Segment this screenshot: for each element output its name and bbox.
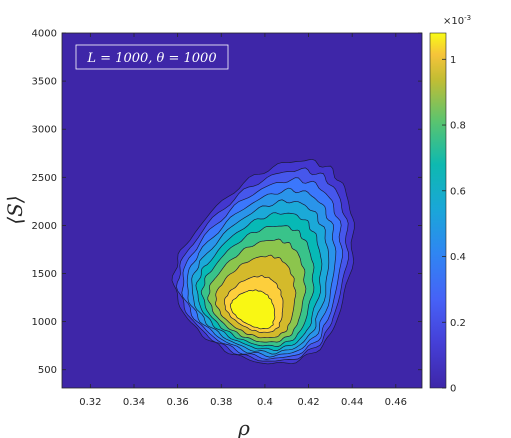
x-axis-label: ρ xyxy=(237,416,250,438)
y-tick-label: 3500 xyxy=(32,77,57,88)
colorbar-tick-label: 0.2 xyxy=(450,318,466,329)
y-tick-label: 1000 xyxy=(32,317,57,328)
y-axis-ticks: 500 1000 1500 2000 2500 3000 3500 4000 xyxy=(32,29,422,376)
axes-frame xyxy=(61,32,423,389)
contour-band xyxy=(229,289,276,330)
x-axis-ticks: 0.32 0.34 0.36 0.38 0.4 0.42 0.44 0.46 xyxy=(79,33,407,408)
x-tick-label: 0.34 xyxy=(123,397,145,408)
annotation-box xyxy=(75,44,229,70)
y-tick-label: 3000 xyxy=(32,125,57,136)
contour-bands xyxy=(171,158,355,365)
colorbar-ticks: 0 0.2 0.4 0.6 0.8 1 xyxy=(442,55,466,395)
colorbar-exponent: ×10-3 xyxy=(443,14,471,27)
y-tick-label: 500 xyxy=(38,365,57,376)
x-tick-label: 0.44 xyxy=(341,397,363,408)
colorbar-tick-label: 0.8 xyxy=(450,121,466,132)
colorbar-tick-label: 0.4 xyxy=(450,252,466,263)
y-tick-label: 1500 xyxy=(32,269,57,280)
x-tick-label: 0.4 xyxy=(257,397,273,408)
colorbar-tick-label: 1 xyxy=(450,55,456,66)
y-tick-label: 4000 xyxy=(32,29,57,40)
annotation-text: L = 1000, θ = 1000 xyxy=(86,51,216,66)
y-tick-label: 2500 xyxy=(32,173,57,184)
colorbar xyxy=(429,32,447,389)
x-tick-label: 0.38 xyxy=(210,397,232,408)
colorbar-exponent-base: ×10 xyxy=(443,16,464,27)
colorbar-tick-label: 0 xyxy=(450,384,456,395)
x-tick-label: 0.32 xyxy=(79,397,101,408)
colorbar-tick-label: 0.6 xyxy=(450,186,466,197)
x-tick-label: 0.42 xyxy=(297,397,319,408)
x-tick-label: 0.46 xyxy=(385,397,407,408)
x-tick-label: 0.36 xyxy=(167,397,189,408)
y-axis-label: ⟨S⟩ xyxy=(3,195,27,224)
y-tick-label: 2000 xyxy=(32,221,57,232)
colorbar-exponent-power: -3 xyxy=(464,14,471,22)
